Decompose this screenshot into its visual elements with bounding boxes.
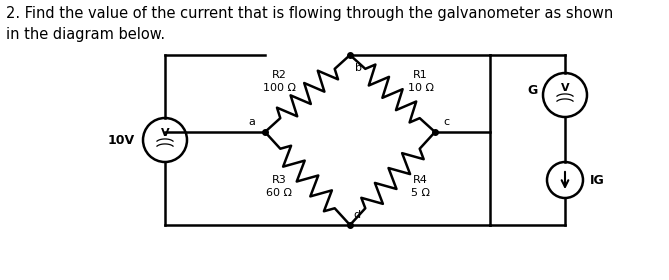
Text: b: b	[355, 63, 362, 73]
Text: R4
5 Ω: R4 5 Ω	[411, 175, 430, 198]
Text: G: G	[528, 83, 538, 97]
Text: R3
60 Ω: R3 60 Ω	[266, 175, 292, 198]
Text: R2
100 Ω: R2 100 Ω	[263, 70, 296, 93]
Text: V: V	[561, 83, 569, 93]
Text: 2. Find the value of the current that is flowing through the galvanometer as sho: 2. Find the value of the current that is…	[6, 6, 613, 42]
Text: a: a	[248, 117, 255, 127]
Text: V: V	[161, 128, 169, 138]
Text: IG: IG	[590, 174, 605, 186]
Text: R1
10 Ω: R1 10 Ω	[407, 70, 434, 93]
Text: c: c	[443, 117, 449, 127]
Text: d: d	[353, 210, 360, 220]
Text: 10V: 10V	[108, 134, 135, 146]
